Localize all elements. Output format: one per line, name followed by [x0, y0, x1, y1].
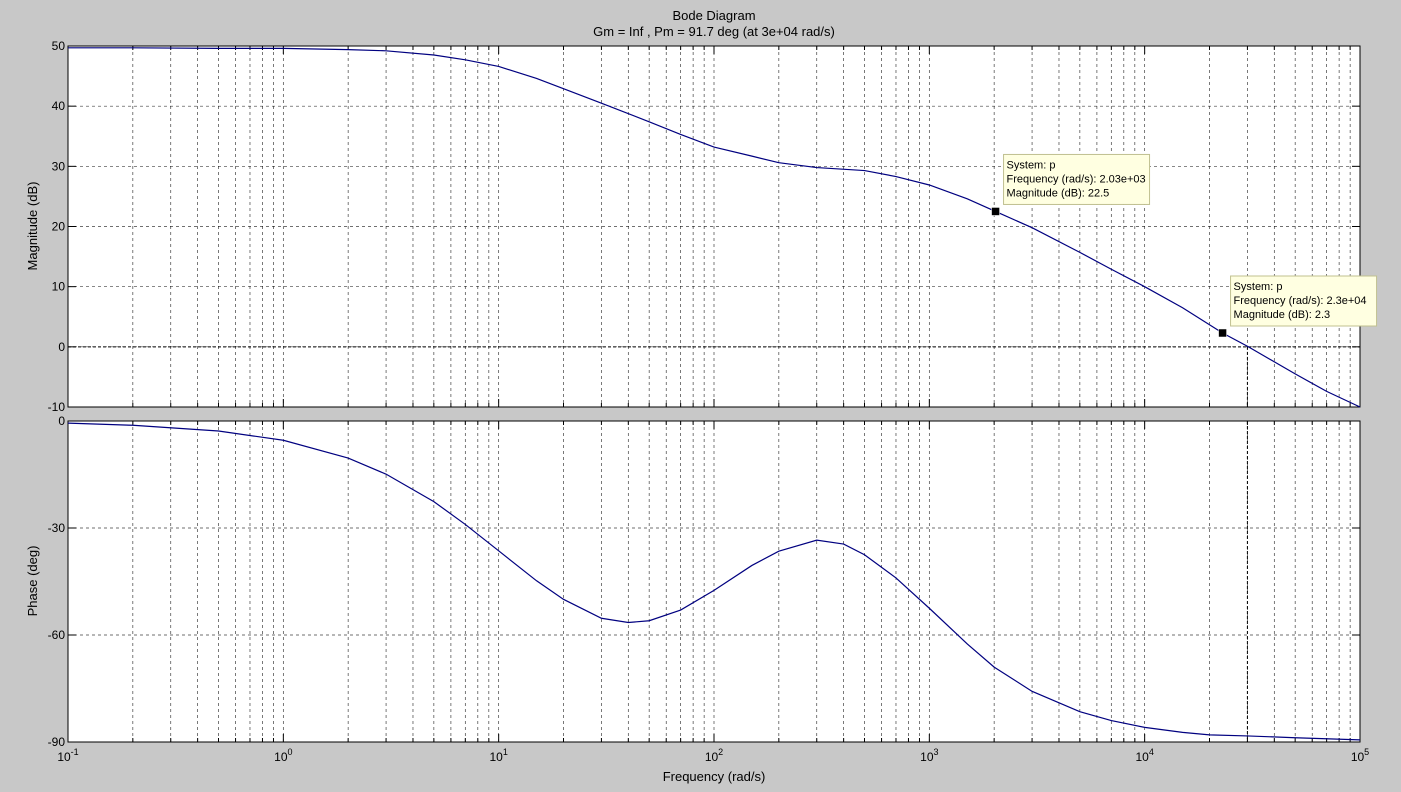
phase-grid: [68, 421, 1360, 742]
frequency-xlabel: Frequency (rad/s): [663, 769, 766, 784]
datatip-text: System: p: [1234, 281, 1283, 293]
chart-subtitle: Gm = Inf , Pm = 91.7 deg (at 3e+04 rad/s…: [593, 24, 835, 39]
datatip-box: [1003, 153, 1151, 205]
datatip[interactable]: System: p Frequency (rad/s): 2.3e+04 Magni…: [1218, 275, 1378, 338]
y-tick-label: 50: [52, 39, 66, 53]
x-tick-base: 10: [57, 750, 71, 764]
x-tick-label: 101: [489, 747, 507, 764]
x-tick-exponent: -1: [71, 747, 79, 757]
phase-plot-area: [67, 420, 1361, 743]
magnitude-ylabel: Magnitude (dB): [25, 182, 40, 271]
mag-curve: [68, 47, 1361, 408]
x-tick-exponent: 0: [288, 747, 293, 757]
x-tick-label: 105: [1351, 747, 1369, 764]
datatip[interactable]: System: p Frequency (rad/s): 2.03e+03 Magn…: [991, 153, 1151, 216]
phase-series: [67, 422, 1361, 741]
y-tick-label: -30: [48, 521, 66, 535]
chart-title: Bode Diagram: [672, 8, 755, 23]
x-tick-label: 104: [1135, 747, 1153, 764]
y-tick-label: -60: [48, 628, 66, 642]
x-tick-base: 10: [1351, 750, 1365, 764]
x-tick-label: 10-1: [57, 747, 78, 764]
y-tick-label: 0: [58, 414, 65, 428]
x-tick-exponent: 5: [1364, 747, 1369, 757]
x-tick-exponent: 1: [503, 747, 508, 757]
datatip-text: Frequency (rad/s): 2.03e+03: [1007, 173, 1146, 185]
datatip-marker[interactable]: [1218, 328, 1227, 338]
x-tick-base: 10: [274, 750, 288, 764]
magnitude-reference-lines: [68, 346, 1360, 407]
x-tick-base: 10: [489, 750, 503, 764]
datatip-text: System: p: [1007, 159, 1056, 171]
x-tick-exponent: 4: [1149, 747, 1154, 757]
x-tick-base: 10: [920, 750, 934, 764]
y-tick-label: -10: [48, 400, 66, 414]
x-tick-base: 10: [1135, 750, 1149, 764]
x-tick-exponent: 3: [934, 747, 939, 757]
datatip-text: Magnitude (dB): 22.5: [1007, 187, 1110, 199]
magnitude-series: [68, 47, 1361, 408]
ph-curve: [67, 422, 1361, 741]
phase-ylabel: Phase (deg): [25, 546, 40, 617]
magnitude-y-ticks: 50 40 30 20 10 0 -10: [48, 39, 1360, 414]
phase-y-ticks: 0 -30 -60 -90: [48, 414, 1360, 749]
magnitude-axes: 50 40 30 20 10 0 -10 System: p Frequency (rad/s…: [25, 39, 1378, 414]
datatip-marker[interactable]: [991, 207, 1000, 216]
datatip-text: Frequency (rad/s): 2.3e+04: [1234, 295, 1367, 307]
y-tick-label: 20: [52, 220, 66, 234]
datatip-box: [1230, 275, 1378, 327]
x-tick-label: 103: [920, 747, 938, 764]
datatip-text: Magnitude (dB): 2.3: [1234, 309, 1331, 321]
x-tick-label: 102: [705, 747, 723, 764]
magnitude-datatips: System: p Frequency (rad/s): 2.03e+03 Magn…: [991, 153, 1378, 338]
y-tick-label: 0: [58, 340, 65, 354]
x-tick-label: 100: [274, 747, 292, 764]
x-tick-base: 10: [705, 750, 719, 764]
phase-axes: 0-30-60-90 10-1 100 101 102 103 104 105 Phase …: [25, 414, 1369, 764]
y-tick-label: 10: [52, 280, 66, 294]
frequency-x-ticks: 10-1 100 101 102 103 104 105: [57, 747, 1369, 764]
y-tick-label: 30: [52, 159, 66, 173]
y-tick-label: -90: [48, 735, 66, 749]
y-tick-label: 40: [52, 99, 66, 113]
x-tick-exponent: 2: [718, 747, 723, 757]
